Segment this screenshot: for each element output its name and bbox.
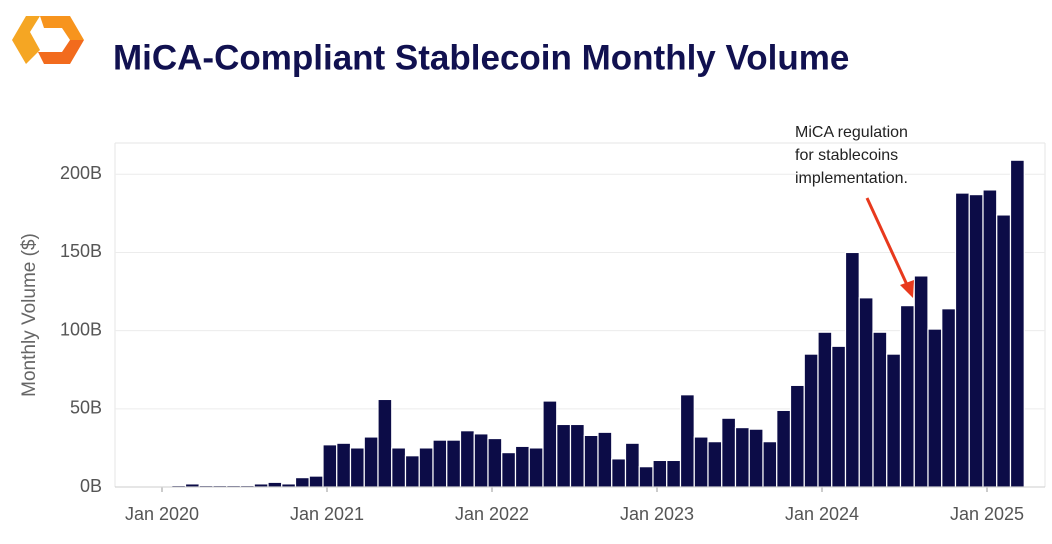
bar (459, 430, 475, 488)
bar (624, 442, 640, 488)
bar (886, 353, 902, 488)
bar (652, 459, 668, 488)
bar (583, 434, 599, 488)
bar (446, 439, 462, 488)
bar (941, 308, 957, 488)
bar (638, 466, 654, 488)
bar (913, 275, 929, 488)
bar (693, 436, 709, 488)
bar (611, 458, 627, 488)
bar (542, 400, 558, 488)
y-tick-label: 50B (70, 398, 102, 418)
bar (996, 214, 1012, 488)
bar (1009, 159, 1025, 488)
y-tick-label: 0B (80, 476, 102, 496)
bar (556, 423, 572, 488)
bar (377, 398, 393, 488)
bar (748, 428, 764, 488)
bar (391, 447, 407, 488)
annotation: MiCA regulation (795, 124, 908, 141)
bar (418, 447, 434, 488)
x-tick-label: Jan 2024 (785, 504, 859, 524)
y-tick-label: 150B (60, 241, 102, 261)
y-tick-label: 200B (60, 163, 102, 183)
bar (597, 431, 613, 488)
bar (294, 477, 310, 488)
bar (501, 452, 517, 488)
bar (844, 251, 860, 488)
bar (569, 423, 585, 488)
bar (899, 305, 915, 488)
annotation: implementation. (795, 170, 908, 187)
annotation-arrow (865, 197, 914, 298)
bar (734, 426, 750, 488)
bar (721, 417, 737, 488)
bar (267, 481, 283, 488)
bar (982, 189, 998, 488)
bar (308, 475, 324, 488)
bar (968, 194, 984, 488)
x-tick-label: Jan 2025 (950, 504, 1024, 524)
logo (12, 16, 84, 64)
bar (473, 433, 489, 488)
chart-title: MiCA-Compliant Stablecoin Monthly Volume (113, 38, 849, 77)
bar (872, 331, 888, 488)
bar (817, 331, 833, 488)
bar (707, 441, 723, 488)
bar (514, 445, 530, 488)
bar (831, 345, 847, 488)
bar (666, 459, 682, 488)
x-tick-label: Jan 2020 (125, 504, 199, 524)
x-tick-label: Jan 2023 (620, 504, 694, 524)
bar (349, 447, 365, 488)
bar (762, 441, 778, 488)
bar (404, 455, 420, 488)
y-axis-label: Monthly Volume ($) (19, 233, 40, 397)
bar (789, 384, 805, 488)
y-tick-label: 100B (60, 319, 102, 339)
bar (776, 409, 792, 488)
bar (322, 444, 338, 488)
bar (432, 439, 448, 488)
bar (858, 297, 874, 488)
bar (803, 353, 819, 488)
bar (927, 328, 943, 488)
bar (954, 192, 970, 488)
bar (363, 436, 379, 488)
bar (336, 442, 352, 488)
x-tick-label: Jan 2022 (455, 504, 529, 524)
annotation: for stablecoins (795, 147, 898, 164)
x-tick-label: Jan 2021 (290, 504, 364, 524)
bar (487, 437, 503, 488)
bar (528, 447, 544, 488)
bar (679, 394, 695, 488)
